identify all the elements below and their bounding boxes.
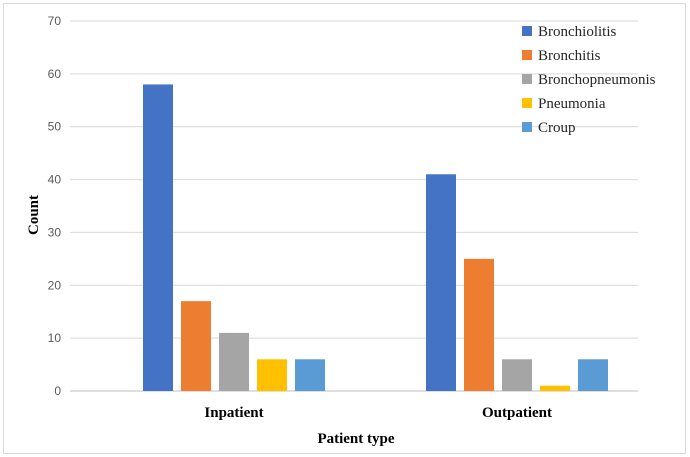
bar [464, 258, 494, 391]
legend-label: Bronchopneumonis [538, 72, 656, 88]
legend-label: Pneumonia [538, 96, 606, 112]
legend-swatch [522, 26, 532, 36]
y-axis-ticks: 0 10 20 30 40 50 60 70 [48, 14, 62, 398]
bar [426, 174, 456, 391]
y-tick-label: 30 [48, 225, 62, 239]
chart-frame [3, 3, 686, 454]
bar [295, 359, 325, 391]
legend-swatch [522, 74, 532, 84]
x-category-label: Outpatient [482, 405, 552, 421]
bar [143, 84, 173, 391]
y-tick-label: 10 [48, 331, 62, 345]
x-axis-categories: Inpatient Outpatient [204, 405, 552, 421]
bar [502, 359, 532, 391]
y-tick-label: 0 [54, 384, 61, 398]
legend-swatch [522, 98, 532, 108]
y-tick-label: 50 [48, 120, 62, 134]
bar [578, 359, 608, 391]
legend-label: Bronchiolitis [538, 24, 616, 40]
bar [257, 359, 287, 391]
x-category-label: Inpatient [204, 405, 263, 421]
bar [540, 385, 570, 391]
bars [143, 84, 608, 391]
bar [219, 332, 249, 391]
y-tick-label: 20 [48, 278, 62, 292]
y-tick-label: 40 [48, 173, 62, 187]
y-tick-label: 60 [48, 67, 62, 81]
legend-label: Bronchitis [538, 48, 601, 64]
x-axis-title: Patient type [317, 431, 394, 447]
bar [181, 301, 211, 391]
legend-swatch [522, 122, 532, 132]
y-tick-label: 70 [48, 14, 62, 28]
legend: Bronchiolitis Bronchitis Bronchopneumonis P… [522, 24, 656, 136]
y-axis-title: Count [26, 195, 42, 235]
legend-label: Croup [538, 120, 576, 136]
legend-swatch [522, 50, 532, 60]
